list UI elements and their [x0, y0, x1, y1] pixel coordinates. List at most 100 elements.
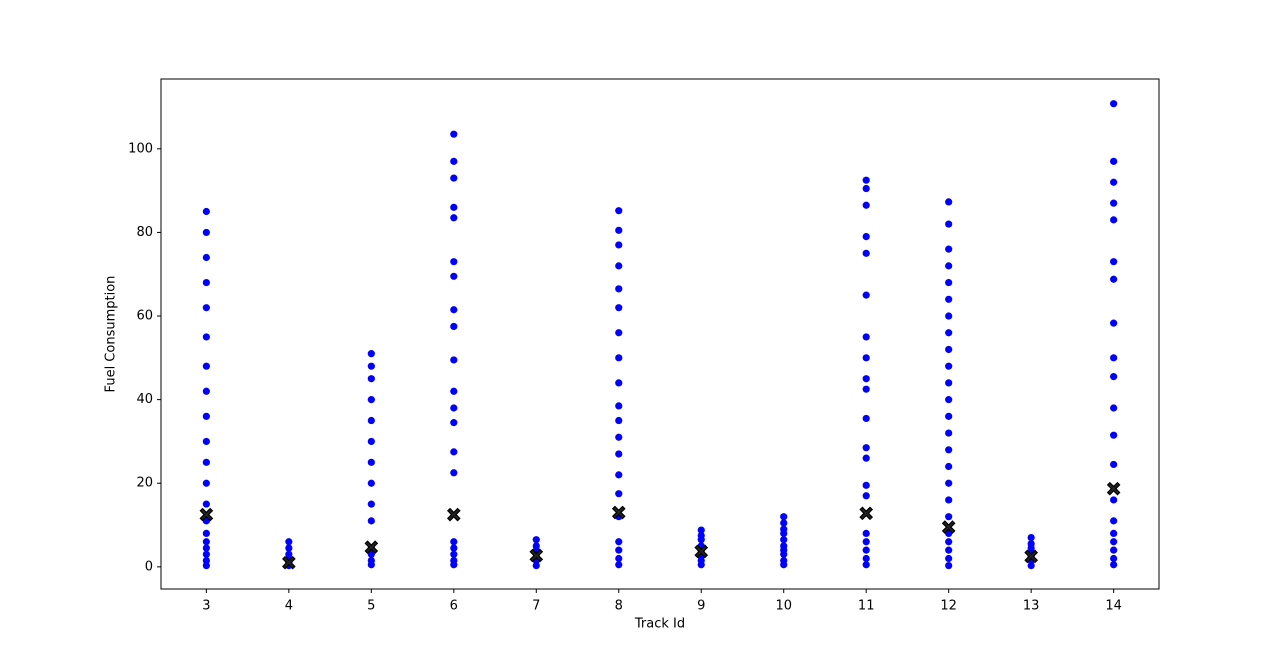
point	[450, 203, 458, 211]
point	[532, 536, 540, 544]
point	[615, 402, 623, 410]
point	[202, 278, 210, 287]
point	[945, 412, 953, 420]
point	[450, 448, 458, 456]
point	[862, 561, 870, 569]
point	[862, 201, 870, 209]
point	[450, 214, 458, 222]
point	[1110, 178, 1118, 186]
x-axis-label: Track Id	[634, 617, 685, 632]
point	[945, 312, 953, 320]
point	[945, 462, 953, 471]
point	[367, 362, 375, 370]
x-tick-label: 11	[858, 599, 875, 614]
point	[945, 554, 953, 563]
point	[780, 542, 788, 550]
point	[1110, 546, 1118, 554]
mean-marker	[1024, 549, 1039, 564]
point	[862, 375, 870, 383]
point	[615, 207, 623, 215]
point	[945, 496, 953, 504]
point	[615, 538, 623, 546]
y-tick-label: 20	[136, 476, 153, 491]
point	[450, 556, 458, 565]
point	[202, 387, 210, 395]
y-tick-label: 40	[136, 392, 153, 407]
mean-marker	[611, 505, 626, 520]
x-tick-label: 5	[367, 599, 375, 614]
point	[532, 542, 540, 550]
point	[862, 176, 870, 184]
point	[1110, 275, 1118, 283]
point	[615, 329, 623, 337]
point	[450, 404, 458, 412]
point	[450, 157, 458, 165]
point	[862, 232, 870, 241]
point	[202, 437, 210, 446]
point	[367, 500, 375, 508]
point	[367, 479, 375, 487]
x-tick-label: 13	[1023, 599, 1040, 614]
point	[1110, 517, 1118, 525]
point	[367, 550, 375, 558]
point	[1110, 404, 1118, 412]
point	[367, 350, 375, 358]
y-tick-label: 80	[136, 225, 153, 240]
point	[450, 387, 458, 395]
x-tick-label: 12	[940, 599, 957, 614]
point	[202, 458, 210, 466]
point	[285, 544, 293, 552]
point	[202, 362, 210, 370]
point	[615, 471, 623, 479]
point	[450, 550, 458, 558]
point	[615, 285, 623, 293]
point	[780, 536, 788, 544]
point	[1110, 529, 1118, 538]
point	[202, 561, 210, 570]
point	[367, 437, 375, 446]
point	[615, 433, 623, 441]
point	[862, 538, 870, 546]
point	[202, 207, 210, 216]
point	[450, 130, 458, 138]
point	[615, 546, 623, 554]
point	[615, 450, 623, 458]
mean-marker	[364, 540, 379, 555]
point	[1110, 431, 1118, 439]
point	[450, 306, 458, 314]
point	[945, 561, 953, 570]
point	[862, 492, 870, 500]
y-tick-label: 0	[145, 559, 153, 574]
point	[945, 538, 953, 546]
point	[945, 345, 953, 354]
point	[450, 174, 458, 182]
point	[367, 375, 375, 383]
point	[780, 519, 788, 527]
point	[1110, 319, 1118, 327]
point	[615, 262, 623, 270]
point	[450, 272, 458, 280]
point	[862, 444, 870, 452]
point	[1110, 354, 1118, 362]
x-tick-label: 14	[1105, 599, 1122, 614]
point	[202, 550, 210, 558]
point	[862, 546, 870, 554]
point	[862, 529, 870, 538]
point	[1027, 540, 1035, 548]
point	[1110, 373, 1118, 381]
point	[202, 253, 210, 262]
x-tick-label: 7	[532, 599, 540, 614]
x-tick-label: 8	[615, 599, 623, 614]
point	[615, 304, 623, 312]
point	[862, 184, 870, 193]
point	[945, 396, 953, 404]
point	[945, 513, 953, 521]
point	[945, 479, 953, 487]
point	[450, 322, 458, 331]
point	[202, 228, 210, 237]
point	[1110, 258, 1118, 266]
point	[615, 554, 623, 563]
y-tick-label: 100	[128, 141, 153, 156]
x-tick-label: 3	[202, 599, 210, 614]
